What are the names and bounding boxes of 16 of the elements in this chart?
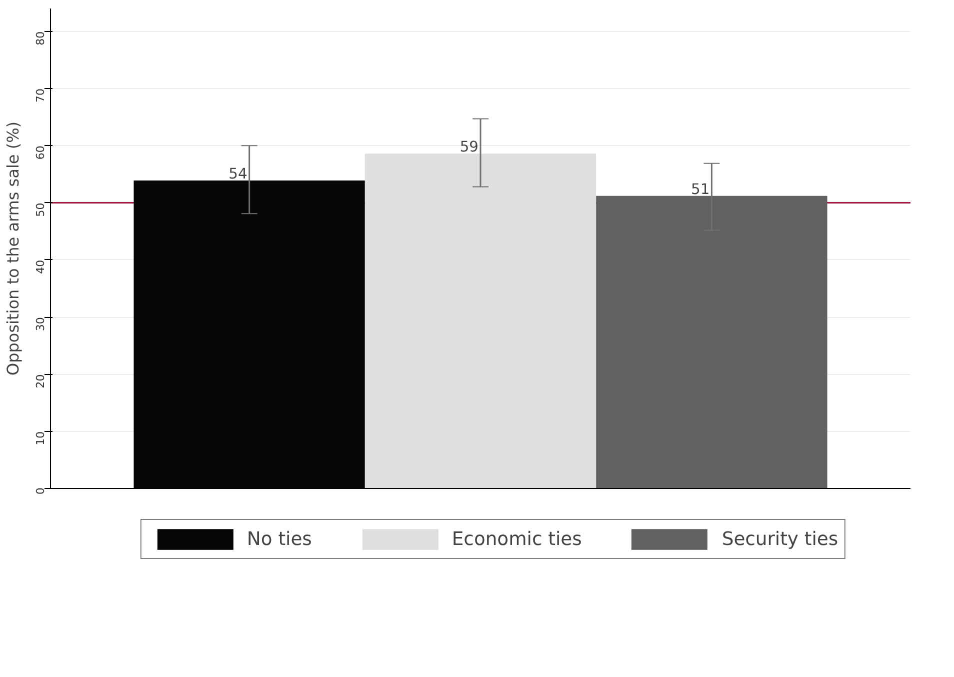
y-tick-label: 30 bbox=[34, 317, 47, 332]
legend-label: Security ties bbox=[722, 528, 838, 550]
legend-label: Economic ties bbox=[452, 528, 582, 550]
y-tick-label: 10 bbox=[34, 431, 47, 446]
y-tick-label: 80 bbox=[34, 31, 47, 46]
data-label: 59 bbox=[460, 138, 479, 156]
y-tick-label: 20 bbox=[34, 374, 47, 388]
y-tick-label: 50 bbox=[34, 202, 47, 217]
y-tick-label: 70 bbox=[34, 88, 47, 102]
y-axis-title: Opposition to the arms sale (%) bbox=[4, 121, 22, 376]
data-label: 51 bbox=[691, 180, 710, 198]
legend-label: No ties bbox=[246, 528, 312, 550]
y-tick-label: 60 bbox=[34, 146, 47, 160]
y-tick-label: 0 bbox=[34, 488, 47, 494]
y-tick-label: 40 bbox=[34, 260, 47, 274]
data-label: 54 bbox=[228, 166, 248, 182]
